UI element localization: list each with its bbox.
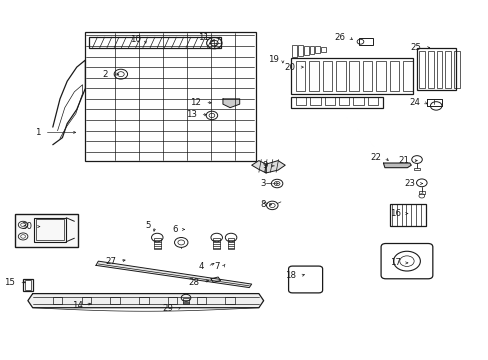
Bar: [445, 50, 450, 87]
Bar: [298, 45, 303, 56]
Text: 14: 14: [71, 301, 82, 310]
Text: 23: 23: [404, 179, 415, 188]
Bar: [227, 238, 234, 249]
Bar: [290, 58, 412, 94]
Text: 3: 3: [260, 179, 265, 188]
Text: 17: 17: [389, 258, 400, 267]
Bar: [225, 297, 234, 304]
Text: 12: 12: [190, 98, 201, 107]
Text: 20: 20: [284, 63, 295, 72]
Bar: [89, 37, 220, 48]
Text: 1: 1: [35, 128, 41, 137]
Text: 27: 27: [105, 257, 116, 266]
Bar: [402, 61, 412, 91]
Bar: [81, 297, 91, 304]
Bar: [309, 97, 320, 105]
Polygon shape: [383, 163, 410, 168]
Bar: [315, 46, 320, 53]
Bar: [16, 213, 78, 247]
Bar: [389, 204, 425, 226]
Bar: [36, 219, 64, 240]
Bar: [419, 50, 424, 87]
Text: 19: 19: [267, 55, 279, 64]
Text: 4: 4: [198, 262, 203, 271]
Polygon shape: [96, 261, 251, 288]
Text: 15: 15: [4, 278, 16, 287]
Text: 6: 6: [172, 225, 177, 234]
Text: 24: 24: [408, 98, 420, 107]
Bar: [389, 61, 399, 91]
Text: 28: 28: [187, 278, 199, 287]
Bar: [23, 279, 33, 291]
Bar: [322, 61, 331, 91]
Bar: [183, 298, 188, 304]
Bar: [338, 97, 349, 105]
Text: 26: 26: [333, 33, 345, 42]
Text: 21: 21: [397, 156, 408, 165]
Bar: [213, 238, 220, 249]
Text: 25: 25: [410, 43, 421, 52]
Bar: [416, 48, 455, 90]
Bar: [196, 297, 206, 304]
Bar: [335, 61, 345, 91]
Text: 30: 30: [21, 222, 33, 231]
Bar: [418, 191, 424, 194]
Bar: [34, 218, 66, 242]
Bar: [367, 97, 377, 105]
Text: 16: 16: [389, 209, 400, 218]
Bar: [413, 168, 419, 170]
Text: 10: 10: [130, 35, 141, 44]
Text: 9: 9: [262, 161, 267, 170]
Bar: [362, 61, 372, 91]
Bar: [24, 280, 31, 290]
Bar: [304, 46, 308, 55]
Bar: [324, 97, 334, 105]
Bar: [376, 61, 385, 91]
Bar: [321, 47, 325, 52]
Bar: [427, 50, 433, 87]
Bar: [358, 38, 372, 45]
Bar: [453, 50, 459, 87]
Bar: [436, 50, 442, 87]
Polygon shape: [251, 161, 285, 173]
Text: 8: 8: [260, 200, 265, 209]
Text: 7: 7: [214, 262, 219, 271]
Bar: [139, 297, 148, 304]
Bar: [295, 97, 305, 105]
Text: 22: 22: [369, 153, 380, 162]
Bar: [292, 45, 297, 57]
Bar: [167, 297, 177, 304]
Bar: [309, 46, 314, 54]
Polygon shape: [28, 294, 263, 308]
Text: 18: 18: [285, 271, 296, 280]
Text: 13: 13: [185, 110, 196, 119]
Bar: [53, 297, 62, 304]
Bar: [349, 61, 358, 91]
Text: 2: 2: [102, 70, 108, 79]
Bar: [295, 61, 305, 91]
Bar: [352, 97, 363, 105]
Bar: [290, 97, 382, 108]
Polygon shape: [223, 99, 239, 108]
Bar: [154, 238, 160, 249]
Text: 5: 5: [145, 221, 151, 230]
Text: 11: 11: [197, 33, 208, 42]
Text: 29: 29: [163, 304, 173, 313]
Bar: [308, 61, 318, 91]
Bar: [85, 32, 255, 161]
Bar: [110, 297, 120, 304]
